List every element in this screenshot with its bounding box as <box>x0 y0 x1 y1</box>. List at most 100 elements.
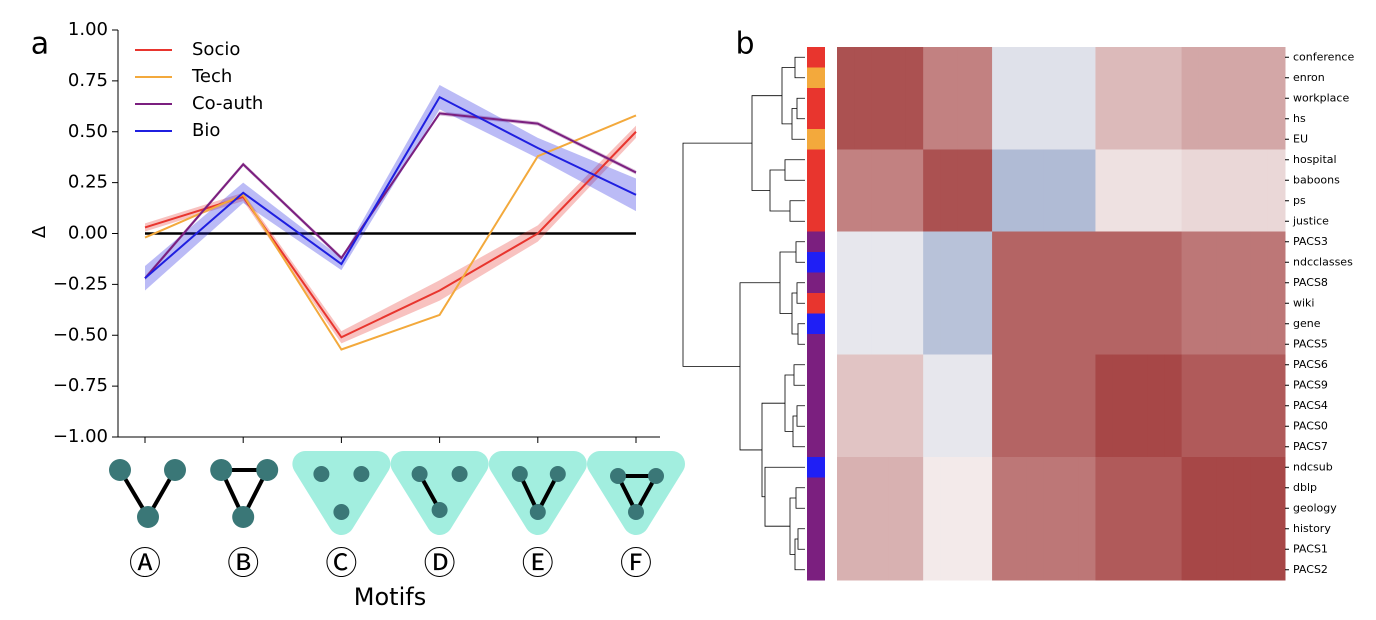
heatmap-cell <box>1147 231 1165 253</box>
motif-node <box>431 502 448 518</box>
motif-node <box>353 466 370 482</box>
heatmap-cell <box>1112 436 1131 458</box>
heatmap-cell <box>1129 293 1148 314</box>
heatmap-cell <box>1078 190 1096 212</box>
row-color <box>807 190 825 212</box>
heatmap-cell <box>974 539 993 560</box>
heatmap-cell <box>905 354 924 376</box>
row-color <box>807 477 825 499</box>
heatmap-cell <box>1233 498 1252 519</box>
heatmap-cell <box>1129 518 1148 540</box>
heatmap-cell <box>940 375 959 396</box>
heatmap-cell <box>1078 477 1096 499</box>
heatmap-cell <box>1164 375 1183 396</box>
heatmap-cell <box>1043 252 1062 273</box>
heatmap-cell <box>1198 272 1217 294</box>
heatmap-cell <box>1061 518 1079 540</box>
motif-node <box>109 459 131 481</box>
heatmap-cell <box>905 149 924 171</box>
heatmap-cell <box>888 375 907 396</box>
heatmap-cell <box>1250 354 1269 376</box>
heatmap-cell <box>1216 170 1234 191</box>
heatmap-cell <box>1181 395 1200 417</box>
heatmap-cell <box>871 211 890 232</box>
heatmap-cell <box>1078 211 1096 232</box>
heatmap-cell <box>888 88 907 109</box>
heatmap-cell <box>940 149 959 171</box>
heatmap-cell <box>888 559 907 581</box>
heatmap-cell <box>992 108 1010 130</box>
heatmap-cell <box>1026 129 1045 150</box>
heatmap-cell <box>1043 395 1062 417</box>
heatmap-cell <box>1009 518 1028 540</box>
heatmap-cell <box>1026 88 1045 109</box>
heatmap-cell <box>1078 231 1096 253</box>
heatmap-cell <box>1181 211 1200 232</box>
heatmap-cell <box>854 457 872 478</box>
heatmap-cell <box>1216 272 1234 294</box>
heatmap-cell <box>1078 272 1096 294</box>
heatmap-cell <box>1078 457 1096 478</box>
heatmap-cell <box>854 47 872 68</box>
heatmap-cell <box>1147 313 1165 335</box>
heatmap-cell <box>1112 47 1131 68</box>
heatmap-cell <box>1267 354 1286 376</box>
heatmap-cell <box>1112 539 1131 560</box>
heatmap-cell <box>837 47 855 68</box>
heatmap-cell <box>1026 170 1045 191</box>
heatmap-cell <box>940 436 959 458</box>
heatmap-cell <box>1233 129 1252 150</box>
heatmap-cell <box>1129 129 1148 150</box>
heatmap-cell <box>1009 190 1028 212</box>
dendrogram-link <box>784 159 805 181</box>
heatmap-cell <box>1164 67 1183 89</box>
motif-node <box>511 466 528 482</box>
heatmap-cell <box>1147 149 1165 171</box>
heatmap-cell <box>888 539 907 560</box>
heatmap-cell <box>1250 252 1269 273</box>
heatmap-cell <box>1061 231 1079 253</box>
x-tick-label: Ⓒ <box>325 544 357 582</box>
dendrogram-link <box>794 538 805 571</box>
row-color <box>807 170 825 191</box>
heatmap-cell <box>871 375 890 396</box>
heatmap-cell <box>1216 231 1234 253</box>
heatmap-cell <box>992 334 1010 355</box>
heatmap-cell <box>888 129 907 150</box>
heatmap-cell <box>940 518 959 540</box>
x-tick-label: Ⓓ <box>424 544 456 582</box>
heatmap-cell <box>1061 190 1079 212</box>
row-color <box>807 416 825 437</box>
heatmap-cell <box>1250 190 1269 212</box>
heatmap-cell <box>974 416 993 437</box>
heatmap-cell <box>1147 436 1165 458</box>
heatmap-cell <box>992 211 1010 232</box>
heatmap-cell <box>1129 416 1148 437</box>
heatmap-cell <box>871 395 890 417</box>
heatmap-cell <box>1043 375 1062 396</box>
heatmap-cell <box>1061 293 1079 314</box>
row-color <box>807 67 825 89</box>
y-tick-label: −0.50 <box>53 324 108 345</box>
heatmap-cell <box>923 498 941 519</box>
heatmap-cell <box>1181 108 1200 130</box>
heatmap-cell <box>837 272 855 294</box>
heatmap-cell <box>1233 354 1252 376</box>
heatmap-cell <box>940 457 959 478</box>
heatmap-cell <box>1061 334 1079 355</box>
heatmap-cell <box>923 518 941 540</box>
heatmap-cell <box>905 293 924 314</box>
motif-node <box>137 506 159 528</box>
heatmap-cell <box>1095 375 1114 396</box>
heatmap-cell <box>1147 559 1165 581</box>
legend-label: Co-auth <box>192 93 263 114</box>
heatmap-cell <box>992 88 1010 109</box>
heatmap-cell <box>992 170 1010 191</box>
dendrogram-link <box>795 487 805 509</box>
heatmap-cell <box>1164 457 1183 478</box>
motif-node <box>451 466 468 482</box>
heatmap-cell <box>1009 313 1028 335</box>
heatmap-cell <box>837 457 855 478</box>
heatmap-cell <box>974 231 993 253</box>
